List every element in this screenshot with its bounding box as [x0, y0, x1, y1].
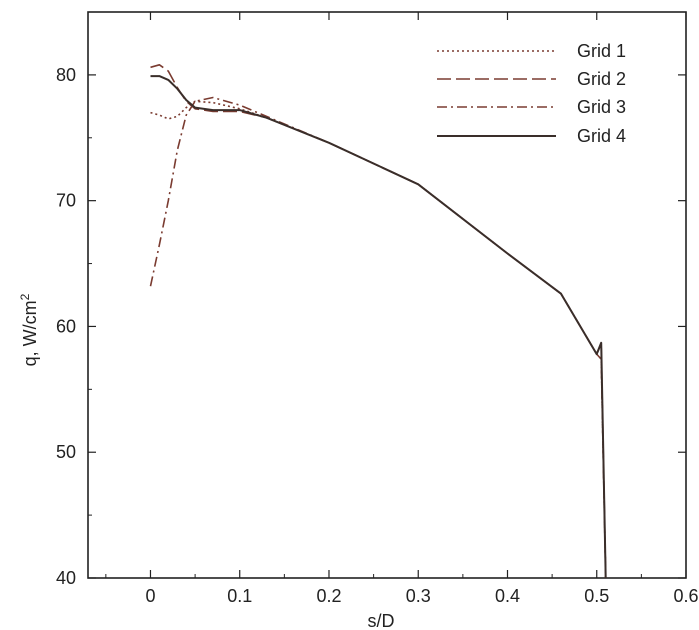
y-tick-label: 70	[56, 191, 76, 211]
series-line-1	[150, 100, 607, 579]
x-tick-label: 0.3	[406, 586, 431, 606]
legend-label-4: Grid 4	[577, 126, 626, 146]
legend-label-3: Grid 3	[577, 97, 626, 117]
x-axis: 0 0.1 0.2 0.3 0.4 0.5 0.6	[105, 12, 699, 606]
y-tick-label: 60	[56, 316, 76, 336]
y-axis: 40 50 60 70 80	[56, 65, 686, 588]
y-tick-label: 50	[56, 442, 76, 462]
x-tick-label: 0.1	[227, 586, 252, 606]
legend-label-2: Grid 2	[577, 69, 626, 89]
x-tick-label: 0.2	[316, 586, 341, 606]
legend: Grid 1 Grid 2 Grid 3 Grid 4	[437, 41, 626, 146]
series-layer	[149, 64, 607, 579]
y-axis-title-superscript: 2	[18, 293, 32, 300]
x-tick-label: 0.5	[584, 586, 609, 606]
legend-label-1: Grid 1	[577, 41, 626, 61]
series-line-4	[150, 75, 607, 579]
x-axis-title: s/D	[368, 611, 395, 630]
x-tick-label: 0.6	[673, 586, 698, 606]
y-axis-title-main: q, W/cm	[20, 300, 40, 366]
y-tick-label: 80	[56, 65, 76, 85]
plot-frame	[87, 11, 687, 579]
series-line-3	[149, 96, 607, 579]
x-tick-label: 0	[145, 586, 155, 606]
y-tick-label: 40	[56, 568, 76, 588]
x-tick-label: 0.4	[495, 586, 520, 606]
series-line-2	[150, 64, 607, 579]
plot-border	[87, 11, 687, 579]
y-axis-title: q, W/cm2	[18, 293, 40, 366]
